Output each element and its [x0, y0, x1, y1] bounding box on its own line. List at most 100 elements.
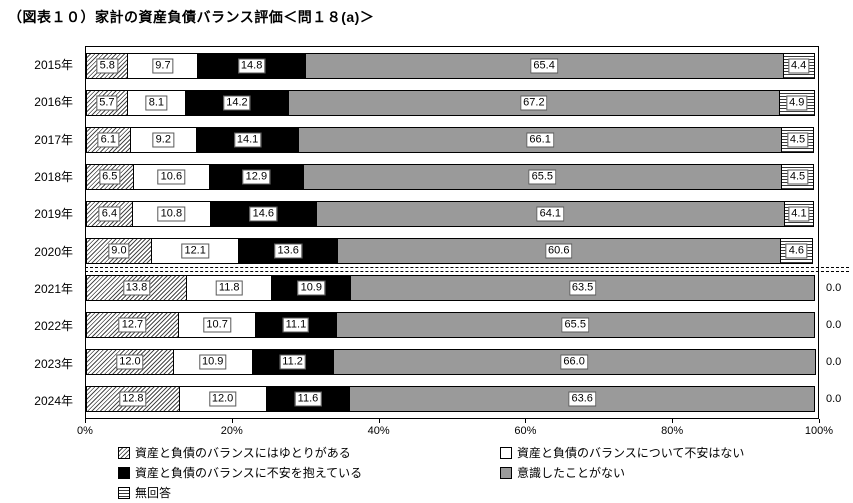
- bar-segment: 66.0: [332, 349, 816, 376]
- data-label: 66.0: [560, 354, 588, 370]
- data-label: 5.8: [96, 58, 118, 74]
- bar-row: 5.8 9.7 14.8 65.4 4.4: [86, 47, 818, 84]
- stacked-bar: 9.0 12.1 13.6 60.6 4.6: [86, 238, 818, 265]
- x-tick-label: 80%: [661, 425, 684, 437]
- legend-item: 資産と負債のバランスに不安を抱えている: [118, 464, 500, 481]
- legend-swatch-icon: [500, 446, 512, 459]
- data-label: 12.0: [208, 391, 237, 407]
- x-axis: 0% 20% 40% 60% 80% 100%: [77, 419, 833, 441]
- data-label: 65.4: [530, 58, 558, 74]
- bar-segment: 13.6: [238, 238, 338, 265]
- bar-segment: 10.8: [131, 200, 211, 227]
- data-label-outside: 0.0: [826, 393, 842, 406]
- data-label: 63.5: [568, 280, 597, 296]
- legend: 資産と負債のバランスにはゆとりがある 資産と負債のバランスについて不安はない 資産と…: [118, 444, 744, 501]
- legend-item: 資産と負債のバランスにはゆとりがある: [118, 444, 500, 461]
- bar-segment: 11.1: [255, 312, 337, 339]
- chart-title: （図表１０）家計の資産負債バランス評価＜問１８(a)＞: [8, 9, 375, 25]
- stacked-bar: 12.7 10.7 11.1 65.5: [86, 312, 818, 339]
- stacked-bar: 6.5 10.6 12.9 65.5 4.5: [86, 163, 818, 190]
- data-label: 9.0: [108, 243, 130, 259]
- y-axis-label: 2019年: [34, 207, 73, 222]
- data-label: 12.7: [118, 317, 147, 333]
- data-label: 8.1: [145, 95, 168, 111]
- data-label: 4.5: [786, 132, 809, 148]
- legend-item: 意識したことがない: [500, 464, 744, 481]
- bar-segment: 6.5: [86, 163, 134, 190]
- x-tick-label: 60%: [514, 425, 537, 437]
- y-axis-label: 2020年: [34, 244, 73, 259]
- data-label: 65.5: [561, 317, 589, 333]
- x-tick-label: 100%: [804, 425, 834, 437]
- bar-segment: 10.7: [177, 312, 257, 339]
- x-tick-mark: [378, 419, 380, 423]
- x-tick-mark: [525, 419, 527, 423]
- x-tick-mark: [672, 419, 674, 423]
- legend-label: 資産と負債のバランスに不安を抱えている: [135, 466, 363, 480]
- data-label: 13.8: [122, 280, 151, 296]
- data-label: 14.1: [233, 132, 262, 148]
- bar-segment: 9.2: [129, 126, 197, 153]
- data-label: 4.4: [787, 58, 810, 74]
- data-label: 10.6: [157, 169, 186, 185]
- data-label: 4.1: [788, 206, 810, 222]
- data-label-outside: 0.0: [826, 356, 842, 369]
- y-axis-labels: 2015年 2016年 2017年 2018年 2019年 2020年 2021年 2022年…: [0, 46, 80, 419]
- data-label: 6.1: [97, 132, 119, 148]
- data-label: 10.9: [297, 280, 325, 296]
- y-axis-label: 2016年: [34, 95, 73, 110]
- bar-segment: 11.6: [265, 386, 351, 413]
- y-axis-label: 2021年: [34, 281, 73, 296]
- period-divider-line: [85, 266, 849, 272]
- legend-item: 無回答: [118, 484, 500, 501]
- data-label: 10.8: [157, 206, 186, 222]
- data-label: 65.5: [528, 169, 557, 185]
- x-tick-label: 0%: [77, 425, 93, 437]
- bar-segment: 12.1: [150, 238, 240, 265]
- bar-segment: 4.5: [781, 126, 814, 153]
- data-label: 14.6: [249, 206, 278, 222]
- bar-segment: 4.9: [778, 89, 815, 116]
- data-label: 12.8: [119, 391, 147, 407]
- bar-row: 6.4 10.8 14.6 64.1 4.1: [86, 195, 818, 232]
- data-label: 60.6: [545, 243, 573, 259]
- data-label-outside: 0.0: [826, 282, 842, 295]
- data-label: 5.7: [96, 95, 118, 111]
- bar-segment: 12.8: [86, 386, 180, 413]
- legend-swatch-icon: [118, 446, 130, 459]
- bar-segment: 64.1: [315, 200, 785, 227]
- stacked-bar: 5.7 8.1 14.2 67.2 4.9: [86, 89, 818, 116]
- stacked-bar: 12.0 10.9 11.2 66.0: [86, 349, 818, 376]
- bar-segment: 12.0: [178, 386, 267, 413]
- bar-segment: 4.1: [783, 200, 814, 227]
- x-tick-label: 20%: [220, 425, 243, 437]
- y-axis-label: 2017年: [34, 132, 73, 147]
- data-label: 11.1: [282, 317, 310, 333]
- bar-segment: 12.9: [209, 163, 304, 190]
- stacked-bar: 12.8 12.0 11.6 63.6: [86, 386, 818, 413]
- data-label: 14.8: [237, 58, 266, 74]
- bar-row: 6.5 10.6 12.9 65.5 4.5: [86, 158, 818, 195]
- x-tick-mark: [819, 419, 820, 423]
- bar-segment: 12.0: [86, 349, 174, 376]
- bar-segment: 6.1: [86, 126, 131, 153]
- plot-area: 5.8 9.7 14.8 65.4 4.4 5.7 8.1 14.2 67.2 4.9 6.1 9.2…: [85, 46, 849, 419]
- data-label: 11.6: [294, 391, 322, 407]
- data-label: 10.9: [199, 354, 227, 370]
- bar-segment: 10.9: [271, 275, 352, 302]
- y-axis-label: 2018年: [34, 170, 73, 185]
- legend-swatch-icon: [118, 466, 130, 479]
- bar-segment: 4.4: [782, 52, 815, 79]
- data-label: 11.8: [215, 280, 243, 296]
- bar-segment: 65.5: [302, 163, 783, 190]
- data-label: 4.6: [785, 243, 808, 259]
- bar-segment: 63.6: [349, 386, 815, 413]
- bar-segment: 65.4: [304, 52, 784, 79]
- stacked-bar: 6.1 9.2 14.1 66.1 4.5: [86, 126, 818, 153]
- bar-segment: 9.0: [86, 238, 152, 265]
- bar-segment: 67.2: [287, 89, 780, 116]
- bar-row: 0.0 12.7 10.7 11.1 65.5: [86, 307, 841, 344]
- bar-row: 5.7 8.1 14.2 67.2 4.9: [86, 84, 818, 121]
- bar-segment: 14.2: [185, 89, 289, 116]
